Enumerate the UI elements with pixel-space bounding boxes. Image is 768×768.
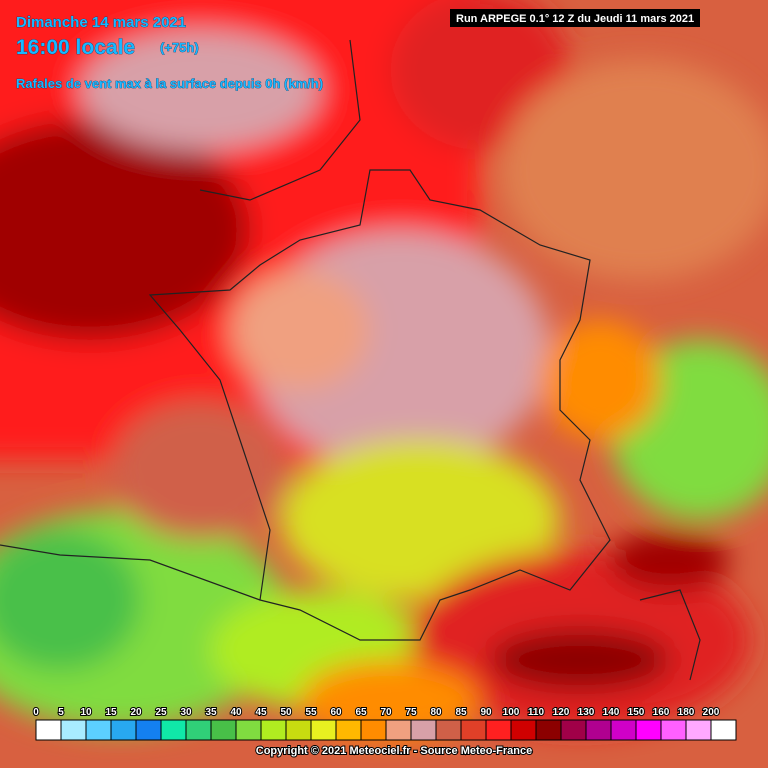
legend-swatch xyxy=(410,719,437,741)
legend-swatch xyxy=(710,719,737,741)
legend-swatch xyxy=(35,719,62,741)
lead-time: (+75h) xyxy=(160,40,199,55)
legend-label: 200 xyxy=(703,707,720,718)
legend-swatch xyxy=(385,719,412,741)
legend-label: 55 xyxy=(305,707,317,718)
copyright: Copyright © 2021 Meteociel.fr - Source M… xyxy=(256,745,532,757)
legend-swatch xyxy=(335,719,362,741)
legend-label: 75 xyxy=(405,707,417,718)
legend-swatch xyxy=(610,719,637,741)
legend-swatch xyxy=(360,719,387,741)
legend-swatch xyxy=(585,719,612,741)
legend-label: 35 xyxy=(205,707,217,718)
legend-label: 0 xyxy=(33,707,39,718)
legend: 0 5 10 15 20 25 30 35 40 45 50 55 60 65 70 75 80 85 90 100 1… xyxy=(32,706,737,741)
legend-label: 110 xyxy=(528,707,545,718)
legend-label: 90 xyxy=(480,707,492,718)
legend-swatch xyxy=(635,719,662,741)
legend-label: 120 xyxy=(553,707,570,718)
legend-swatch xyxy=(210,719,237,741)
legend-swatch xyxy=(535,719,562,741)
map-subtitle: Rafales de vent max à la surface depuis … xyxy=(16,76,323,91)
forecast-time: 16:00 locale xyxy=(16,36,135,59)
legend-label: 80 xyxy=(430,707,442,718)
legend-label: 60 xyxy=(330,707,342,718)
legend-label: 5 xyxy=(58,707,64,718)
run-info: Run ARPEGE 0.1° 12 Z du Jeudi 11 mars 20… xyxy=(456,13,694,25)
legend-swatch xyxy=(60,719,87,741)
legend-swatch xyxy=(235,719,262,741)
legend-swatch xyxy=(485,719,512,741)
legend-swatch xyxy=(435,719,462,741)
legend-label: 140 xyxy=(603,707,620,718)
legend-swatch xyxy=(110,719,137,741)
legend-swatch xyxy=(160,719,187,741)
legend-swatch xyxy=(660,719,687,741)
legend-label: 40 xyxy=(230,707,242,718)
legend-label: 130 xyxy=(578,707,595,718)
legend-swatch xyxy=(260,719,287,741)
legend-label: 20 xyxy=(130,707,142,718)
legend-label: 180 xyxy=(678,707,695,718)
legend-label: 15 xyxy=(105,707,117,718)
legend-swatch xyxy=(185,719,212,741)
legend-label: 160 xyxy=(653,707,670,718)
legend-label: 45 xyxy=(255,707,267,718)
legend-swatch xyxy=(460,719,487,741)
run-banner xyxy=(450,9,700,27)
legend-swatch xyxy=(85,719,112,741)
legend-label: 25 xyxy=(155,707,167,718)
legend-label: 50 xyxy=(280,707,292,718)
legend-swatch xyxy=(135,719,162,741)
legend-label: 100 xyxy=(503,707,520,718)
legend-label: 85 xyxy=(455,707,467,718)
legend-swatch xyxy=(560,719,587,741)
legend-label: 65 xyxy=(355,707,367,718)
legend-label: 150 xyxy=(628,707,645,718)
legend-swatch xyxy=(510,719,537,741)
legend-label: 30 xyxy=(180,707,192,718)
legend-swatch xyxy=(310,719,337,741)
legend-label: 70 xyxy=(380,707,392,718)
forecast-date: Dimanche 14 mars 2021 xyxy=(16,14,186,31)
legend-swatch xyxy=(285,719,312,741)
legend-swatch xyxy=(685,719,712,741)
legend-label: 10 xyxy=(80,707,92,718)
